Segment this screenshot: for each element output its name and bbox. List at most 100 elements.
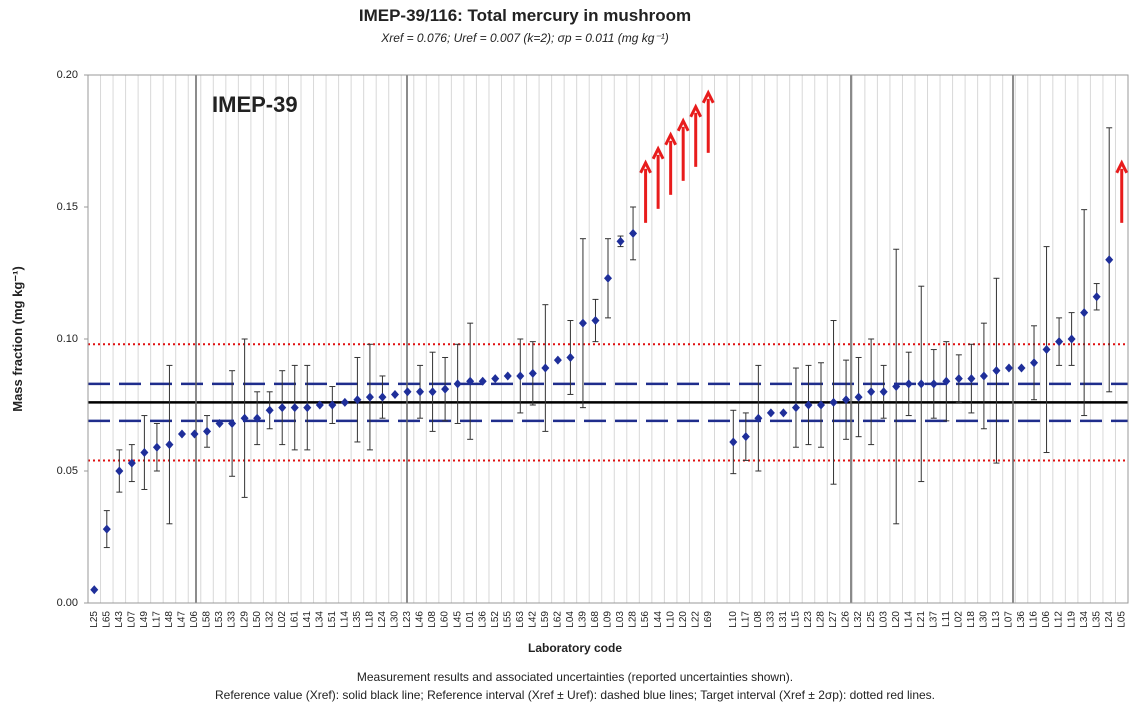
x-tick-label: L41 <box>302 611 313 628</box>
data-point <box>992 366 1001 376</box>
data-point <box>541 363 550 373</box>
data-point <box>754 413 763 423</box>
data-point <box>904 379 913 389</box>
x-tick-label: L36 <box>477 611 488 628</box>
x-tick-label: L03 <box>615 611 626 628</box>
x-tick-label: L51 <box>327 611 338 628</box>
x-tick-label: L24 <box>377 611 388 628</box>
off-scale-arrow-head <box>651 145 665 160</box>
x-tick-label: L49 <box>139 611 150 628</box>
x-tick-label: L36 <box>1016 611 1027 628</box>
data-point <box>90 585 99 595</box>
data-point <box>879 387 888 397</box>
data-point <box>115 466 124 476</box>
data-point <box>441 384 450 394</box>
x-tick-label: L58 <box>202 611 213 628</box>
off-scale-arrow-head <box>664 131 677 146</box>
grid <box>84 74 1128 604</box>
data-point <box>766 408 775 418</box>
x-tick-label: L26 <box>841 611 852 628</box>
x-tick-label: L29 <box>239 611 250 628</box>
data-point <box>578 318 587 328</box>
x-tick-label: L24 <box>1104 611 1115 628</box>
x-tick-label: L34 <box>1079 611 1090 628</box>
x-tick-label: L14 <box>340 611 351 628</box>
x-tick-label: L56 <box>640 611 651 628</box>
data-point <box>892 382 901 392</box>
off-scale-arrow-head <box>676 117 690 132</box>
x-tick-label: L60 <box>440 611 451 628</box>
data-point <box>829 397 838 407</box>
x-tick-label: L02 <box>277 611 288 628</box>
x-tick-label: L35 <box>1091 611 1102 628</box>
data-point <box>804 400 813 410</box>
x-tick-label: L17 <box>740 611 751 628</box>
x-tick-label: L59 <box>540 611 551 628</box>
x-tick-label: L50 <box>252 611 263 628</box>
data-point <box>416 387 425 397</box>
y-tick-label: 0.20 <box>57 69 78 81</box>
x-tick-label: L42 <box>527 611 538 628</box>
data-point <box>503 371 512 381</box>
x-tick-label: L05 <box>1116 611 1127 628</box>
data-point <box>365 392 374 402</box>
x-tick-label: L63 <box>515 611 526 628</box>
x-tick-label: L23 <box>402 611 413 628</box>
x-tick-label: L11 <box>941 611 952 627</box>
x-tick-label: L01 <box>465 611 476 628</box>
x-tick-label: L02 <box>953 611 964 628</box>
data-point <box>1067 334 1076 344</box>
x-tick-label: L27 <box>828 611 839 628</box>
x-tick-label: L28 <box>628 611 639 628</box>
data-point <box>190 429 199 439</box>
x-tick-label: L39 <box>578 611 589 628</box>
data-point <box>566 352 575 362</box>
data-point <box>1080 308 1089 318</box>
off-scale-arrow-head <box>1115 159 1129 174</box>
data-point <box>403 387 412 397</box>
x-tick-label: L07 <box>126 611 137 628</box>
footnote: Reference value (Xref): solid black line… <box>215 688 935 702</box>
x-tick-label: L68 <box>590 611 601 628</box>
x-tick-label: L18 <box>966 611 977 628</box>
data-point <box>127 458 136 468</box>
x-tick-label: L06 <box>1041 611 1052 628</box>
group-separators <box>195 75 1014 603</box>
x-tick-label: L03 <box>878 611 889 628</box>
x-tick-label: L09 <box>603 611 614 628</box>
data-point <box>453 379 462 389</box>
data-point <box>240 413 249 423</box>
x-tick-label: L55 <box>502 611 513 628</box>
data-point <box>979 371 988 381</box>
footnote: Measurement results and associated uncer… <box>357 670 793 684</box>
x-tick-label: L37 <box>928 611 939 628</box>
data-point <box>140 448 149 458</box>
x-tick-label: L69 <box>703 611 714 628</box>
data-point <box>340 397 349 407</box>
x-tick-label: L45 <box>452 611 463 628</box>
x-tick-label: L32 <box>264 611 275 628</box>
x-tick-label: L33 <box>227 611 238 628</box>
x-tick-label: L07 <box>1004 611 1015 628</box>
data-point <box>942 376 951 386</box>
data-point <box>854 392 863 402</box>
data-point <box>478 376 487 386</box>
data-point <box>516 371 525 381</box>
data-point <box>152 442 161 452</box>
chart-subtitle: Xref = 0.076; Uref = 0.007 (k=2); σp = 0… <box>380 31 669 45</box>
x-tick-label: L30 <box>390 611 401 628</box>
data-point <box>604 273 612 283</box>
x-tick-label: L13 <box>991 611 1002 628</box>
x-tick-label: L35 <box>352 611 363 628</box>
data-point <box>929 379 938 389</box>
x-tick-label: L30 <box>979 611 990 628</box>
x-tick-label: L32 <box>853 611 864 628</box>
x-tick-label: L65 <box>101 611 112 628</box>
data-point <box>817 400 826 410</box>
data-point <box>253 413 262 423</box>
x-tick-label: L52 <box>490 611 501 628</box>
data-point <box>528 368 537 378</box>
x-tick-label: L48 <box>164 611 175 628</box>
data-point <box>290 403 299 413</box>
